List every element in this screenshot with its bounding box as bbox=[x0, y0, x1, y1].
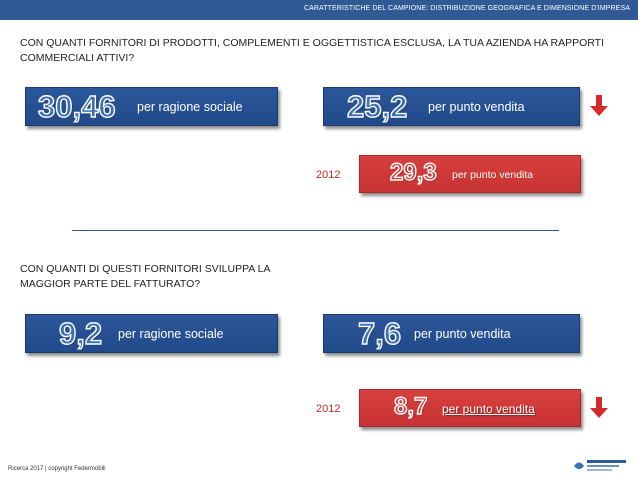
down-arrow-icon bbox=[590, 95, 608, 116]
year-label-2: 2012 bbox=[316, 403, 341, 415]
box-ragione-sociale-1: 30,46 per ragione sociale bbox=[25, 87, 278, 126]
box-punto-vendita-1: 25,2 per punto vendita bbox=[323, 87, 580, 126]
label-punto-vendita-1: per punto vendita bbox=[428, 100, 525, 114]
federmobili-logo-icon bbox=[574, 460, 626, 471]
down-arrow-icon bbox=[590, 397, 608, 418]
box-ragione-sociale-2: 9,2 per ragione sociale bbox=[25, 314, 278, 353]
value-2012-punto-vendita-2: 8,7 bbox=[393, 392, 428, 420]
box-punto-vendita-2: 7,6 per punto vendita bbox=[323, 314, 580, 353]
header-bar: CARATTERISTICHE DEL CAMPIONE: DISTRIBUZI… bbox=[0, 0, 638, 20]
value-ragione-sociale-1: 30,46 bbox=[37, 88, 116, 124]
box-2012-punto-vendita-2: 8,7 per punto vendita bbox=[359, 389, 581, 427]
label-2012-punto-vendita-2: per punto vendita bbox=[442, 402, 535, 416]
footer-copyright: Ricerca 2017 | copyright Federmobili bbox=[8, 466, 106, 472]
value-2012-punto-vendita-1: 29,3 bbox=[389, 158, 437, 186]
value-punto-vendita-1: 25,2 bbox=[346, 88, 408, 124]
label-2012-punto-vendita-1: per punto vendita bbox=[452, 169, 534, 181]
year-label-1: 2012 bbox=[316, 169, 341, 181]
box-2012-punto-vendita-1: 29,3 per punto vendita bbox=[359, 155, 581, 193]
label-ragione-sociale-2: per ragione sociale bbox=[118, 327, 224, 341]
question-suppliers: CON QUANTI FORNITORI DI PRODOTTI, COMPLE… bbox=[20, 37, 605, 64]
header-title: CARATTERISTICHE DEL CAMPIONE: DISTRIBUZI… bbox=[303, 5, 630, 12]
section-divider bbox=[72, 230, 559, 231]
label-punto-vendita-2: per punto vendita bbox=[414, 327, 511, 341]
label-ragione-sociale-1: per ragione sociale bbox=[137, 100, 243, 114]
question-main-suppliers: CON QUANTI DI QUESTI FORNITORI SVILUPPA … bbox=[20, 263, 270, 290]
value-punto-vendita-2: 7,6 bbox=[357, 315, 402, 351]
value-ragione-sociale-2: 9,2 bbox=[58, 315, 103, 351]
